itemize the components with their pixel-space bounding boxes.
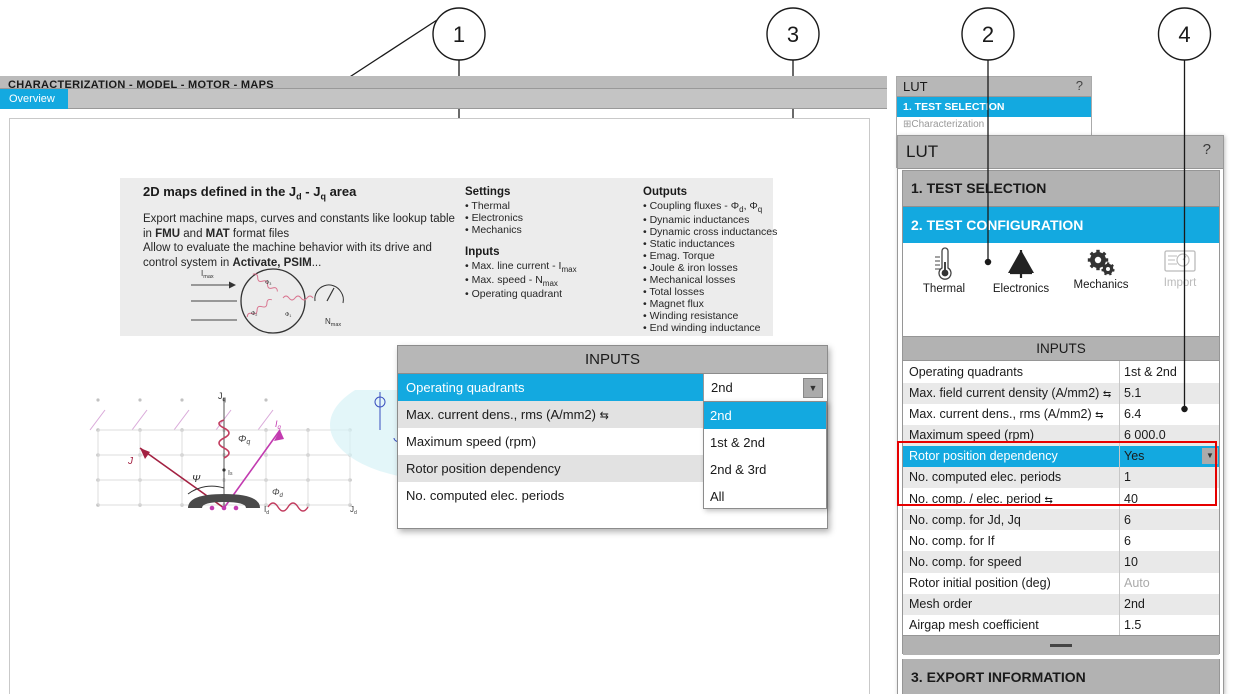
svg-text:Ψ: Ψ	[192, 474, 201, 485]
svg-text:J: J	[127, 456, 134, 467]
svg-text:Imax: Imax	[201, 269, 214, 280]
svg-text:Iq: Iq	[275, 419, 282, 431]
svg-text:Φd: Φd	[272, 487, 284, 499]
svg-text:2: 2	[982, 22, 994, 47]
svg-text:Φ3: Φ3	[265, 280, 271, 286]
svg-text:Φ1: Φ1	[285, 312, 291, 318]
svg-text:Is: Is	[228, 470, 233, 477]
svg-text:Jq: Jq	[218, 391, 226, 403]
svg-text:3: 3	[787, 22, 799, 47]
svg-text:Φq: Φq	[238, 434, 250, 446]
svg-text:Jd: Jd	[350, 505, 357, 516]
svg-text:1: 1	[453, 22, 465, 47]
svg-text:Nmax: Nmax	[325, 317, 341, 328]
svg-text:4: 4	[1178, 22, 1190, 47]
